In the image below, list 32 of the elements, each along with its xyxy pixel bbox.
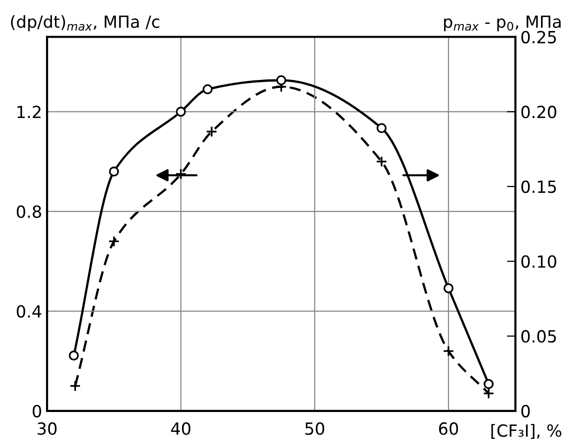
point: [484, 378, 494, 389]
point: [68, 350, 79, 361]
y2-axis-title: p$_{max}$ - p$_{0}$, МПа: [444, 16, 561, 32]
point: [69, 380, 81, 392]
x-tick-label: 60: [439, 422, 458, 435]
point: [202, 84, 213, 94]
point: [276, 75, 286, 86]
y-tick-label: 0.4: [16, 305, 42, 318]
y2-tick-label: 0.10: [521, 255, 556, 268]
point: [482, 388, 494, 400]
point: [443, 283, 454, 294]
point: [206, 126, 218, 138]
y-tick-label: 0.8: [16, 205, 42, 218]
x-tick-label: 40: [171, 422, 190, 435]
point: [376, 123, 387, 134]
point: [442, 345, 454, 357]
x-tick-label: 30: [38, 422, 57, 435]
x-axis-title: [CF₃I], %: [491, 424, 562, 439]
y2-tick-label: 0.20: [521, 106, 556, 118]
point: [175, 168, 187, 180]
point: [176, 106, 186, 117]
point: [108, 166, 119, 177]
y2-tick-label: 0: [521, 404, 530, 418]
y2-tick-label: 0.15: [521, 180, 556, 194]
y-axis-title: (dp/dt)$_{max}$, МПа /с: [11, 15, 160, 32]
y2-tick-label: 0.25: [521, 30, 556, 44]
point: [376, 156, 388, 168]
y-tick-label: 1.2: [18, 106, 41, 118]
y2-tick-label: 0.05: [521, 330, 556, 343]
y-tick-label: 0: [32, 404, 42, 418]
x-tick-label: 50: [305, 422, 324, 435]
point: [108, 236, 120, 248]
